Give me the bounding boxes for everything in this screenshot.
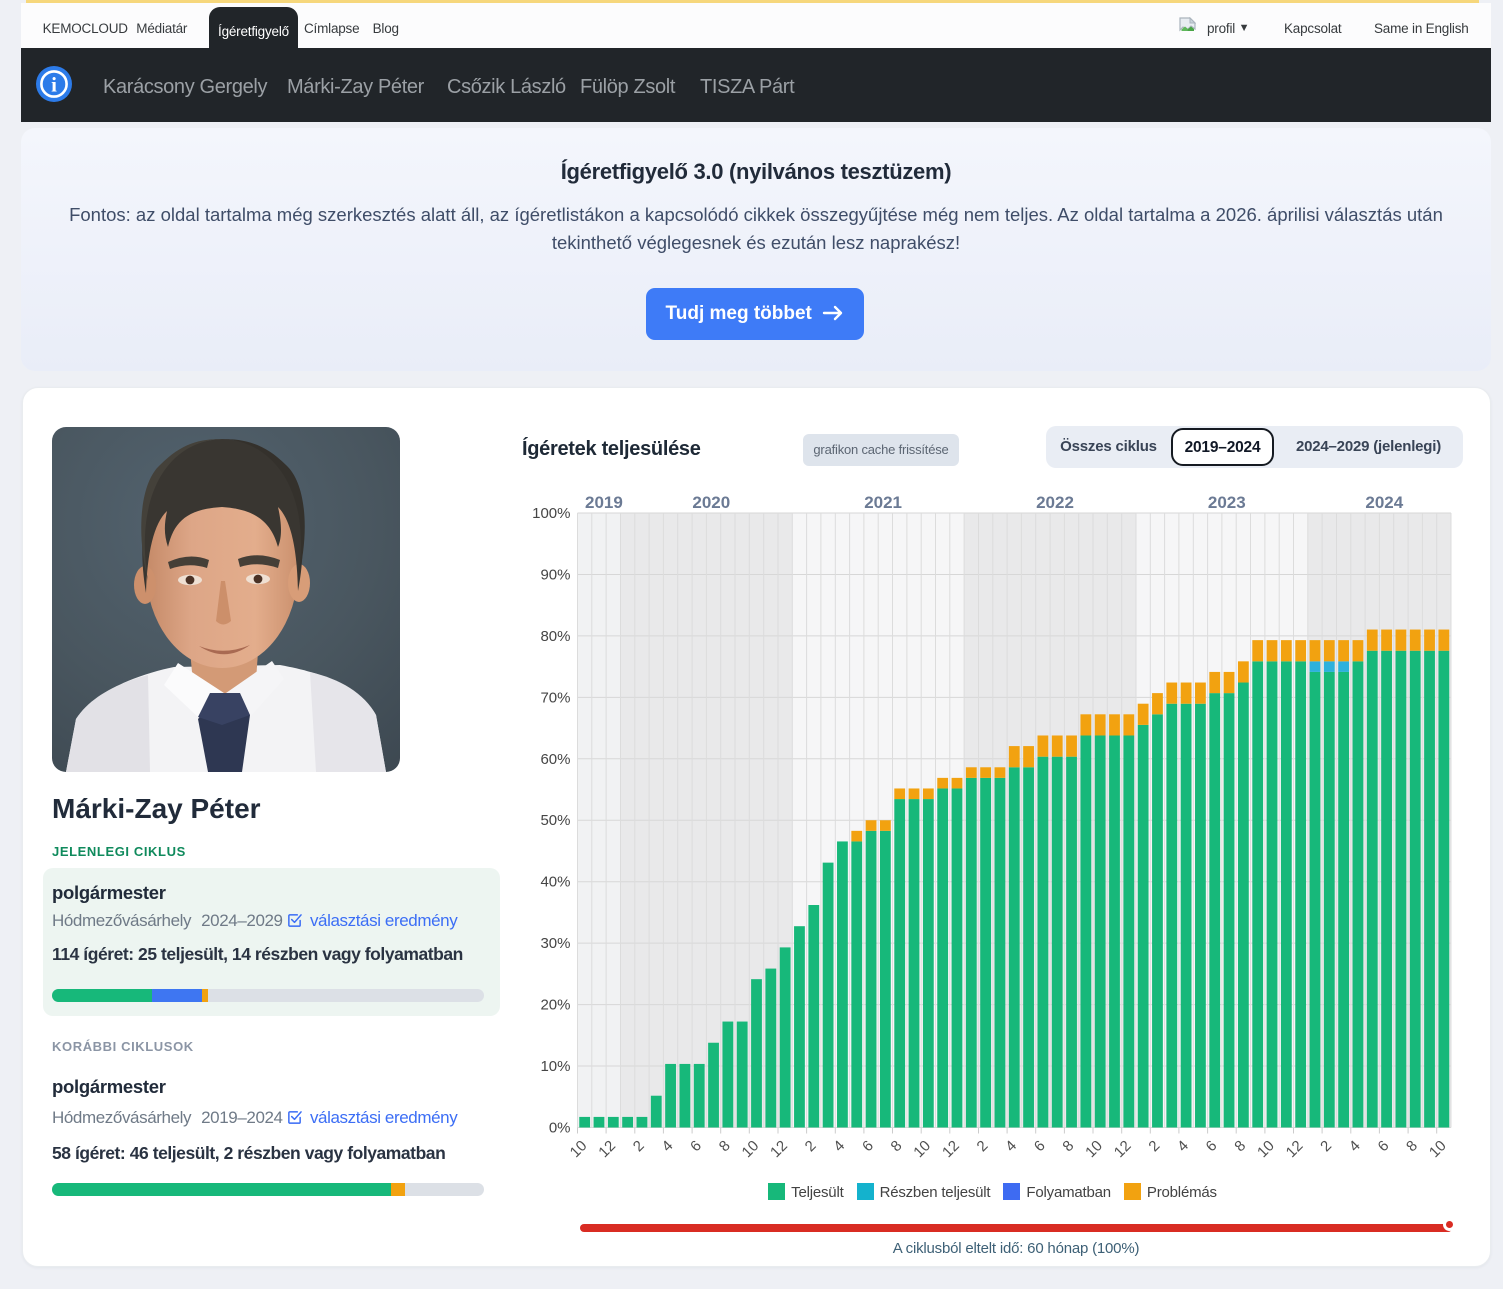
svg-text:2024: 2024 [1365,493,1403,512]
svg-text:8: 8 [1059,1137,1077,1155]
svg-text:12: 12 [1111,1137,1135,1161]
svg-text:50%: 50% [540,812,570,829]
svg-text:2: 2 [1317,1137,1335,1155]
svg-text:4: 4 [659,1137,677,1155]
svg-text:100%: 100% [532,505,570,522]
svg-text:20%: 20% [540,997,570,1014]
svg-text:10%: 10% [540,1058,570,1075]
svg-text:80%: 80% [540,628,570,645]
svg-text:4: 4 [1002,1137,1020,1155]
svg-text:6: 6 [859,1137,877,1155]
svg-text:10: 10 [1426,1137,1450,1161]
svg-text:10: 10 [567,1137,591,1161]
svg-text:6: 6 [1203,1137,1221,1155]
svg-text:2021: 2021 [864,493,902,512]
svg-text:2: 2 [1145,1137,1163,1155]
svg-text:10: 10 [1082,1137,1106,1161]
svg-text:40%: 40% [540,874,570,891]
svg-text:8: 8 [716,1137,734,1155]
svg-text:2: 2 [802,1137,820,1155]
svg-text:6: 6 [1031,1137,1049,1155]
svg-text:70%: 70% [540,689,570,706]
svg-text:10: 10 [739,1137,763,1161]
svg-text:4: 4 [830,1137,848,1155]
svg-text:2: 2 [630,1137,648,1155]
svg-text:12: 12 [595,1137,619,1161]
svg-text:30%: 30% [540,935,570,952]
svg-text:60%: 60% [540,751,570,768]
svg-text:4: 4 [1174,1137,1192,1155]
svg-text:12: 12 [939,1137,963,1161]
svg-text:6: 6 [687,1137,705,1155]
svg-text:90%: 90% [540,567,570,584]
svg-text:2: 2 [974,1137,992,1155]
svg-text:12: 12 [1283,1137,1307,1161]
svg-text:8: 8 [1403,1137,1421,1155]
svg-text:10: 10 [910,1137,934,1161]
svg-text:2022: 2022 [1036,493,1074,512]
svg-text:2020: 2020 [692,493,730,512]
svg-text:10: 10 [1254,1137,1278,1161]
svg-text:8: 8 [1231,1137,1249,1155]
svg-text:4: 4 [1346,1137,1364,1155]
svg-text:8: 8 [888,1137,906,1155]
svg-text:2023: 2023 [1208,493,1246,512]
svg-text:12: 12 [767,1137,791,1161]
svg-text:i: i [51,73,57,97]
svg-text:0%: 0% [549,1120,571,1137]
svg-text:2019: 2019 [585,493,623,512]
svg-text:6: 6 [1375,1137,1393,1155]
